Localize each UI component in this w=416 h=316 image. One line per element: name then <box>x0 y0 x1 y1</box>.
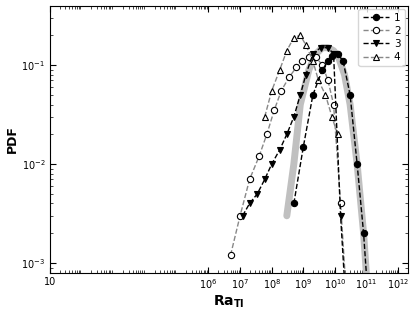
Y-axis label: PDF: PDF <box>5 125 19 153</box>
Legend: 1, 2, 3, 4: 1, 2, 3, 4 <box>359 9 405 66</box>
X-axis label: $\mathbf{Ra_{TI}}$: $\mathbf{Ra_{TI}}$ <box>213 294 245 310</box>
